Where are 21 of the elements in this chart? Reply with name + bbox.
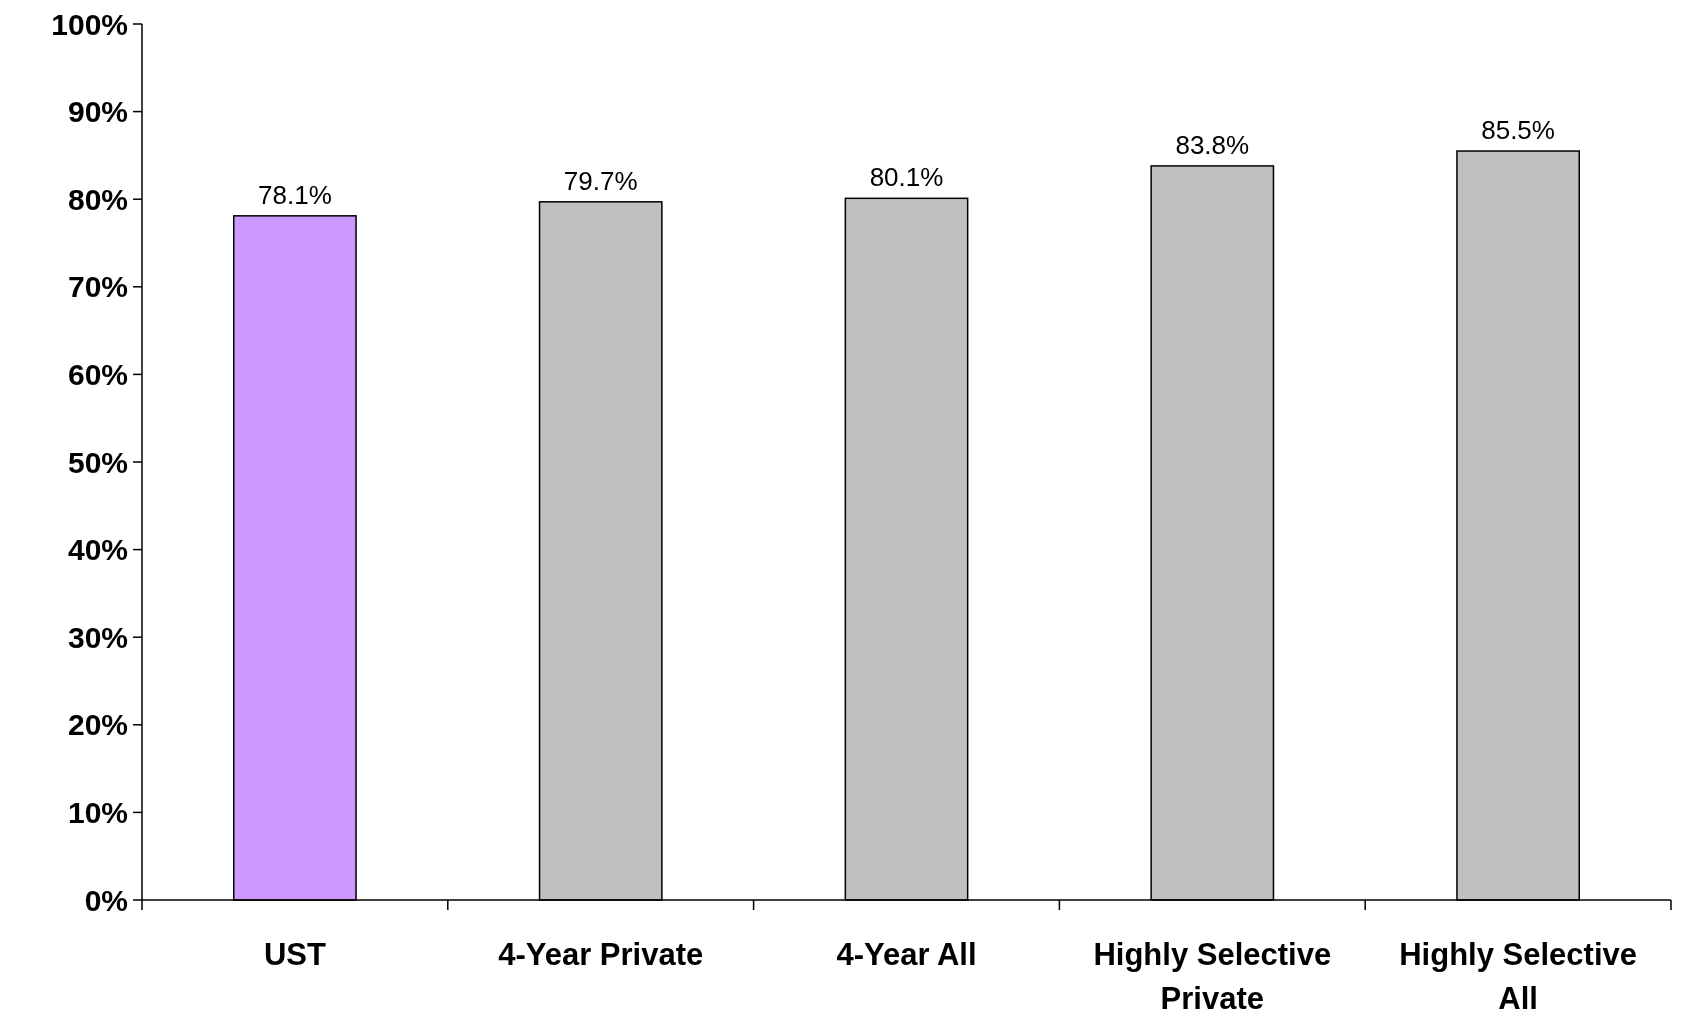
y-tick-label: 80% (67, 182, 128, 216)
data-label: 85.5% (1481, 115, 1555, 146)
data-label: 79.7% (563, 165, 638, 196)
data-label: 78.1% (258, 179, 332, 210)
y-tick-label: 50% (67, 445, 128, 479)
x-tick-label: 4-Year Private (498, 937, 704, 972)
y-tick-label: 70% (67, 270, 128, 304)
y-tick-label: 0% (84, 883, 128, 917)
y-tick-label: 100% (51, 7, 128, 41)
y-tick-label: 90% (67, 95, 128, 129)
y-tick-label: 40% (67, 533, 128, 567)
data-label: 80.1% (869, 162, 944, 193)
x-tick-label: 4-Year All (836, 937, 977, 972)
y-tick-label: 30% (67, 620, 128, 654)
x-tick-label: Highly Selective Private (1093, 937, 1332, 1016)
y-tick-label: 10% (67, 795, 128, 829)
x-tick-label: Highly Selective All (1399, 937, 1637, 1016)
x-tick-label: UST (263, 937, 326, 972)
y-tick-label: 60% (67, 357, 128, 391)
y-tick-label: 20% (67, 708, 128, 742)
data-label: 83.8% (1175, 129, 1250, 160)
